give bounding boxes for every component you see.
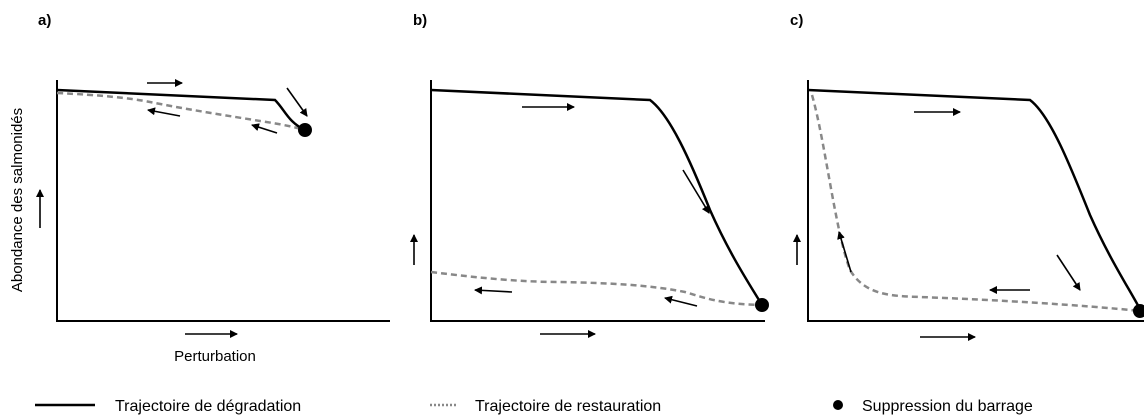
panel-b: b): [410, 12, 769, 338]
dam-removal: [1133, 304, 1144, 318]
degradation-curve: [56, 88, 306, 132]
arrow: [147, 107, 181, 117]
dam-removal: [298, 123, 312, 137]
arrow: [837, 231, 852, 273]
axes: [807, 80, 1144, 322]
arrow: [682, 169, 710, 214]
legend-swatch: [833, 400, 843, 410]
degradation-curve: [807, 88, 1143, 312]
x-axis-label: Perturbation: [174, 348, 256, 365]
restoration-curve: [56, 91, 306, 132]
legend-label: Trajectoire de dégradation: [115, 398, 301, 415]
degradation-curve: [430, 88, 764, 306]
arrow: [664, 295, 698, 307]
restoration-curve: [810, 94, 1142, 313]
restoration-curve: [430, 270, 763, 307]
arrow: [1056, 254, 1081, 291]
panel-label: c): [790, 12, 803, 29]
dam-removal: [755, 298, 769, 312]
panel-label: a): [38, 12, 51, 29]
arrow: [474, 286, 513, 295]
legend: Trajectoire de dégradation Trajectoire d…: [35, 398, 1033, 415]
panel-a: a) Abondance des salmonidés Perturbation: [9, 12, 390, 365]
arrow: [251, 123, 278, 134]
y-axis-label: Abondance des salmonidés: [9, 108, 26, 292]
axes: [56, 80, 390, 322]
legend-label: Trajectoire de restauration: [475, 398, 661, 415]
panel-label: b): [413, 12, 427, 29]
axes: [430, 80, 765, 322]
arrow: [286, 87, 308, 117]
legend-label: Suppression du barrage: [862, 398, 1033, 415]
panel-c: c): [790, 12, 1144, 341]
